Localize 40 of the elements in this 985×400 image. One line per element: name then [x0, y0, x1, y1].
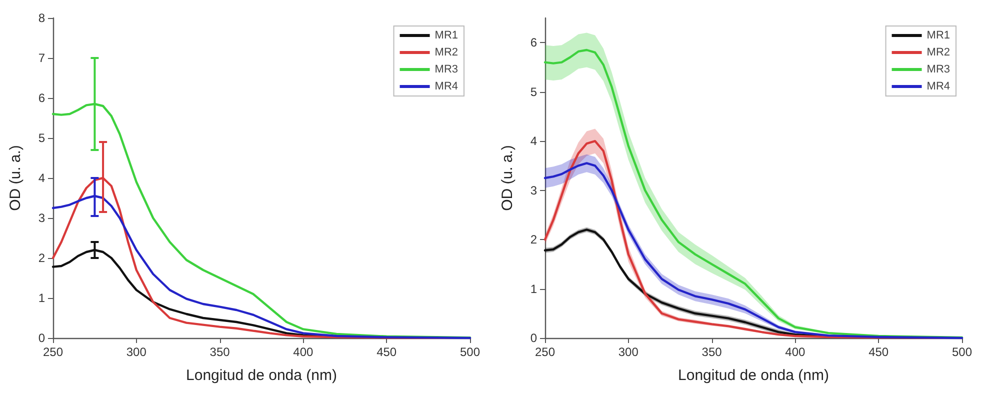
- x-tick-label: 300: [126, 345, 147, 359]
- legend-label: MR2: [926, 46, 950, 58]
- y-tick-label: 6: [530, 36, 538, 50]
- x-tick-label: 500: [460, 345, 480, 359]
- y-tick-label: 6: [38, 91, 46, 105]
- legend-label: MR3: [926, 64, 950, 76]
- y-tick-label: 3: [38, 211, 46, 225]
- x-axis-title: Longitud de onda (nm): [186, 367, 337, 384]
- x-tick-label: 350: [210, 345, 230, 359]
- x-tick-label: 250: [42, 345, 64, 359]
- y-tick-label: 0: [38, 331, 46, 345]
- x-tick-label: 450: [868, 345, 889, 359]
- legend-label: MR4: [434, 80, 458, 92]
- y-tick-label: 8: [38, 11, 46, 25]
- y-tick-label: 2: [38, 251, 46, 265]
- y-axis-title: OD (u. a.): [7, 145, 24, 211]
- legend-label: MR1: [434, 30, 458, 42]
- y-tick-label: 5: [38, 131, 46, 145]
- y-axis-title: OD (u. a.): [499, 145, 516, 211]
- legend-label: MR3: [434, 64, 458, 76]
- legend-label: MR1: [926, 30, 950, 42]
- y-tick-label: 4: [530, 134, 538, 148]
- y-tick-label: 0: [530, 331, 538, 345]
- y-tick-label: 2: [530, 232, 538, 247]
- x-tick-label: 350: [702, 345, 722, 359]
- x-axis-title: Longitud de onda (nm): [678, 367, 829, 384]
- y-tick-label: 4: [38, 171, 46, 185]
- legend-label: MR4: [926, 80, 950, 92]
- y-tick-label: 7: [38, 51, 46, 65]
- x-tick-label: 450: [376, 345, 397, 359]
- x-tick-label: 400: [785, 345, 806, 359]
- x-tick-label: 300: [618, 345, 639, 359]
- y-tick-label: 5: [530, 84, 538, 99]
- x-tick-label: 250: [534, 345, 556, 359]
- y-tick-label: 1: [530, 282, 538, 296]
- x-tick-label: 500: [952, 345, 972, 359]
- y-tick-label: 3: [530, 183, 538, 198]
- y-tick-label: 1: [38, 291, 46, 305]
- legend-label: MR2: [434, 46, 458, 58]
- x-tick-label: 400: [293, 345, 314, 359]
